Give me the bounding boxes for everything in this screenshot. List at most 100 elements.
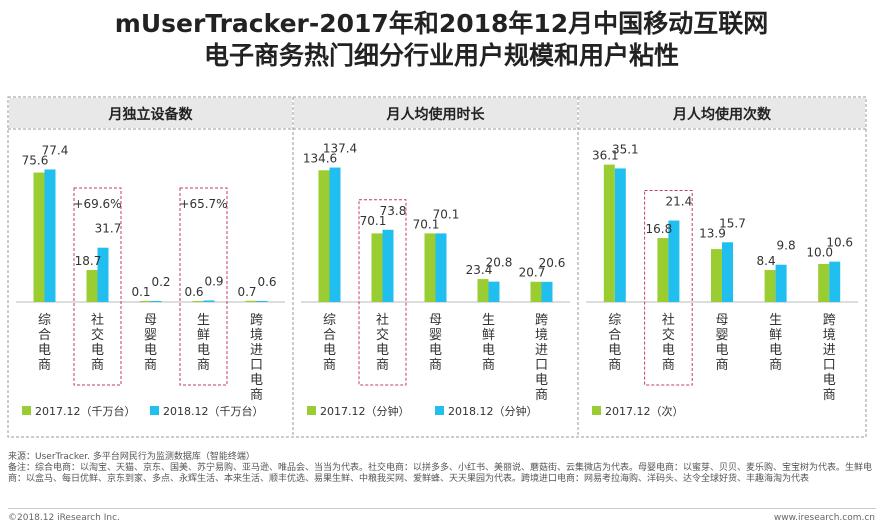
value-label-2018: 10.6	[826, 236, 853, 250]
category-label-char: 商	[323, 358, 336, 373]
growth-annotation: +65.7%	[179, 197, 227, 211]
category-label-char: 综	[38, 313, 51, 328]
footer-divider	[8, 508, 876, 509]
category-label-char: 电	[323, 343, 336, 358]
category-label-char: 交	[376, 327, 389, 343]
category-label-char: 商	[250, 388, 263, 403]
panel-header-bg	[579, 98, 865, 128]
bar-2017	[818, 263, 830, 302]
category-label-char: 合	[38, 328, 51, 343]
value-label-2017: 16.8	[646, 222, 673, 236]
legend-label: 2017.12（次）	[605, 404, 684, 418]
category-label-char: 进	[535, 343, 548, 358]
value-label-2017: 0.6	[184, 285, 203, 299]
value-label-2018: 20.6	[539, 256, 566, 270]
category-label-char: 境	[535, 328, 548, 343]
site-url: www.iresearch.com.cn	[773, 513, 875, 523]
category-label-char: 商	[715, 358, 728, 373]
category-label-char: 跨	[250, 313, 263, 328]
legend-swatch	[435, 406, 444, 415]
bar-2018	[541, 281, 553, 302]
category-label-char: 商	[376, 358, 389, 373]
highlight-box	[358, 199, 407, 386]
panel-title: 月独立设备数	[108, 106, 194, 123]
bar-2018	[97, 247, 109, 302]
legend-swatch	[592, 406, 601, 415]
legend-label: 2018.12（千万台）	[163, 404, 264, 418]
title-line-2: 电子商务热门细分行业用户规模和用户粘性	[203, 41, 679, 70]
category-label-char: 电	[535, 373, 548, 388]
value-label-2018: 15.7	[719, 216, 746, 230]
category-label-char: 婴	[715, 328, 728, 343]
value-label-2018: 21.4	[666, 195, 693, 209]
legend-swatch	[150, 406, 159, 415]
category-label-char: 电	[769, 343, 782, 358]
value-label-2017: 13.9	[699, 226, 726, 240]
value-label-2018: 0.2	[151, 275, 170, 289]
legend-swatch	[22, 406, 31, 415]
category-label-char: 商	[482, 358, 495, 373]
value-label-2018: 35.1	[612, 142, 639, 156]
title-line-1: mUserTracker-2017年和2018年12月中国移动互联网	[114, 9, 769, 38]
category-label-char: 跨	[535, 313, 548, 328]
value-label-2018: 77.4	[42, 143, 69, 157]
bar-2017	[711, 249, 722, 302]
category-label-char: 社	[662, 312, 675, 328]
bar-2017	[657, 238, 669, 302]
category-label-char: 社	[91, 312, 104, 328]
legend-swatch	[307, 406, 316, 415]
category-label-char: 电	[429, 343, 442, 358]
category-label-char: 电	[376, 343, 389, 358]
category-label-char: 交	[662, 327, 675, 343]
bar-2018	[488, 281, 500, 302]
category-label-char: 母	[715, 313, 728, 328]
value-label-2017: 10.0	[806, 246, 833, 260]
category-label-char: 口	[823, 358, 836, 373]
value-label-2018: 73.8	[380, 204, 407, 218]
category-label-char: 商	[197, 358, 210, 373]
category-label-char: 电	[250, 373, 263, 388]
category-label-char: 合	[608, 328, 621, 343]
category-label-char: 电	[823, 373, 836, 388]
bar-2018	[668, 220, 680, 302]
value-label-2017: 23.4	[466, 263, 493, 277]
value-label-2018: 0.6	[257, 275, 276, 289]
bar-2017	[245, 300, 257, 302]
bar-2018	[150, 301, 162, 302]
footer-notes: 来源：UserTracker. 多平台网民行为监测数据库（智能终端） 备注：综合…	[8, 452, 876, 485]
category-label-char: 交	[91, 327, 104, 343]
category-label-char: 综	[323, 313, 336, 328]
category-label-char: 商	[608, 358, 621, 373]
category-label-char: 商	[38, 358, 51, 373]
bar-2017	[318, 170, 330, 302]
category-label-char: 电	[197, 343, 210, 358]
panel-title: 月人均使用时长	[386, 106, 486, 123]
value-label-2017: 36.1	[592, 149, 619, 163]
category-label-char: 进	[250, 343, 263, 358]
category-label-char: 电	[715, 343, 728, 358]
legend-label: 2017.12（千万台）	[35, 404, 136, 418]
bar-2018	[614, 168, 626, 302]
category-label-char: 生	[482, 313, 495, 328]
category-label-char: 电	[662, 343, 675, 358]
category-label-char: 电	[482, 343, 495, 358]
bar-2018	[44, 169, 56, 302]
category-label-char: 电	[144, 343, 157, 358]
category-label-char: 电	[608, 343, 621, 358]
value-label-2018: 137.4	[323, 142, 357, 156]
category-label-char: 口	[535, 358, 548, 373]
panel-header-bg	[294, 98, 577, 128]
category-label-char: 母	[429, 313, 442, 328]
bar-2017	[192, 300, 204, 302]
category-label-char: 母	[144, 313, 157, 328]
bar-2017	[424, 233, 436, 302]
category-label-char: 商	[535, 388, 548, 403]
value-label-2017: 134.6	[303, 152, 337, 166]
value-label-2018: 20.8	[486, 256, 513, 270]
value-label-2018: 0.9	[204, 274, 223, 288]
growth-annotation: +69.6%	[73, 197, 121, 211]
remark-note: 备注：综合电商：以淘宝、天猫、京东、国美、苏宁易购、亚马逊、唯品会、当当为代表。…	[8, 463, 873, 484]
bar-2017	[371, 233, 383, 302]
bar-2017	[477, 279, 489, 302]
